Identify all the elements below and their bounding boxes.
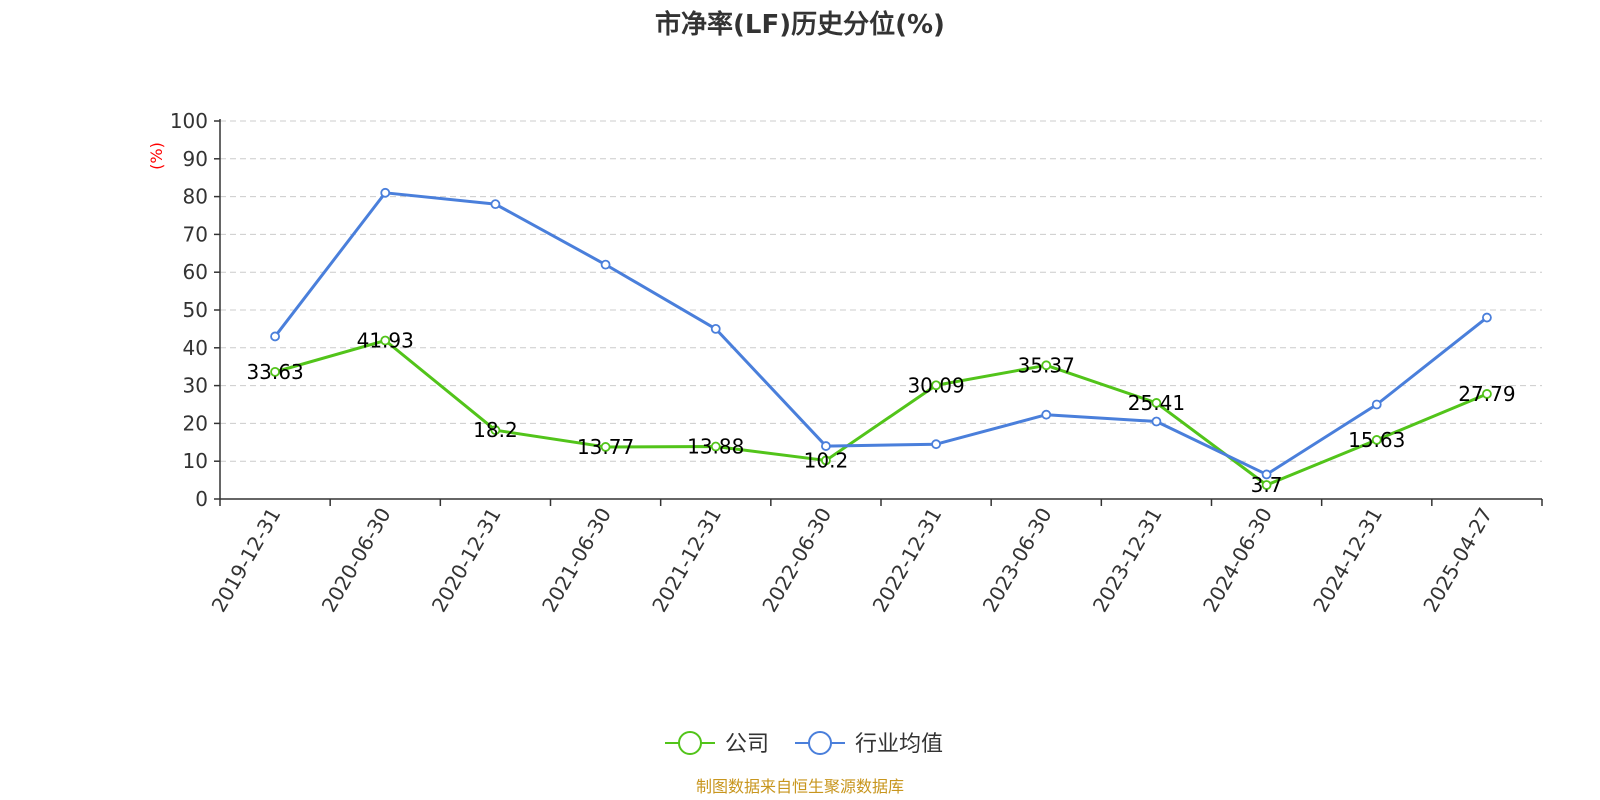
data-label: 13.88 (687, 435, 744, 459)
y-axis-label: (%) (147, 142, 166, 170)
series-line (273, 191, 1488, 476)
y-tick-label: 60 (183, 260, 208, 284)
data-point (1371, 399, 1382, 410)
x-tick-label: 2023-12-31 (1088, 504, 1167, 617)
data-label: 33.63 (246, 360, 303, 384)
legend-item-company[interactable]: 公司 (665, 731, 769, 757)
data-label: 30.09 (907, 373, 964, 397)
x-tick-label: 2022-12-31 (868, 503, 947, 616)
data-point (931, 439, 941, 450)
chart-title: 市净率(LF)历史分位(%) (655, 9, 945, 40)
data-point (600, 442, 611, 452)
legend-label: 公司 (725, 732, 769, 757)
data-point (380, 335, 391, 346)
series-layer (270, 187, 1492, 490)
data-point (821, 455, 831, 466)
legend-item-industry-average[interactable]: 行业均值 (795, 731, 943, 757)
x-tick-label: 2020-06-30 (317, 504, 396, 617)
data-point (380, 187, 391, 198)
x-tick-label: 2024-06-30 (1198, 504, 1277, 617)
y-tick-label: 10 (183, 449, 208, 473)
y-tick-label: 50 (183, 298, 208, 322)
data-point (490, 425, 501, 436)
data-point (600, 259, 611, 270)
data-point (1482, 389, 1492, 399)
data-point (270, 331, 280, 342)
data-point (931, 380, 941, 391)
source-note: 制图数据来自恒生聚源数据库 (696, 777, 904, 796)
data-point (1261, 480, 1272, 490)
data-point (490, 199, 501, 210)
legend: 公司 行业均值 (665, 731, 943, 757)
data-label: 13.77 (577, 435, 634, 459)
data-point (270, 366, 280, 377)
y-tick-label: 70 (183, 222, 208, 246)
y-tick-label: 30 (183, 374, 208, 398)
data-label: 3.7 (1251, 473, 1283, 497)
y-tick-label: 20 (183, 411, 208, 435)
x-tick-label: 2024-12-31 (1308, 504, 1387, 617)
data-point (1482, 312, 1492, 323)
y-tick-label: 100 (170, 109, 208, 133)
data-point (710, 441, 721, 452)
data-label: 15.63 (1348, 428, 1405, 452)
x-tick-label: 2019-12-31 (207, 504, 286, 617)
series-industry-average (270, 187, 1492, 480)
legend-marker-icon (808, 731, 832, 755)
data-label: 41.93 (357, 329, 414, 353)
x-tick-label: 2025-04-27 (1418, 504, 1497, 617)
y-tick-label: 0 (195, 487, 208, 511)
data-labels: 33.63 41.93 18.2 13.77 13.88 10.2 30.09 35.37 25… (246, 329, 1515, 498)
data-point (1041, 409, 1052, 420)
y-tick-label: 90 (183, 147, 208, 171)
series-line (274, 339, 1488, 487)
data-point (1151, 416, 1162, 427)
axes: 0 10 20 30 40 50 60 70 80 90 100 2019-12-31 2020-06-… (170, 109, 1543, 617)
data-point (710, 323, 721, 334)
x-tick-label: 2021-06-30 (537, 504, 616, 617)
data-label: 18.2 (473, 418, 518, 442)
series-company (270, 335, 1492, 490)
data-label: 35.37 (1018, 353, 1075, 377)
data-label: 10.2 (804, 448, 849, 472)
data-point (821, 441, 831, 451)
data-point (1041, 360, 1052, 371)
x-tick-label: 2023-06-30 (978, 504, 1057, 617)
x-tick-label: 2020-12-31 (427, 503, 506, 616)
grid-lines (220, 120, 1542, 462)
x-tick-label: 2022-06-30 (757, 504, 836, 617)
data-point (1371, 435, 1382, 445)
data-point (1151, 398, 1162, 408)
legend-label: 行业均值 (855, 732, 943, 757)
x-tick-label: 2021-12-31 (647, 504, 726, 617)
data-point (1261, 469, 1272, 480)
y-tick-label: 40 (183, 336, 208, 360)
data-label: 27.79 (1458, 382, 1515, 406)
data-label: 25.41 (1128, 391, 1185, 415)
legend-marker-icon (678, 731, 702, 755)
y-tick-label: 80 (183, 185, 208, 209)
